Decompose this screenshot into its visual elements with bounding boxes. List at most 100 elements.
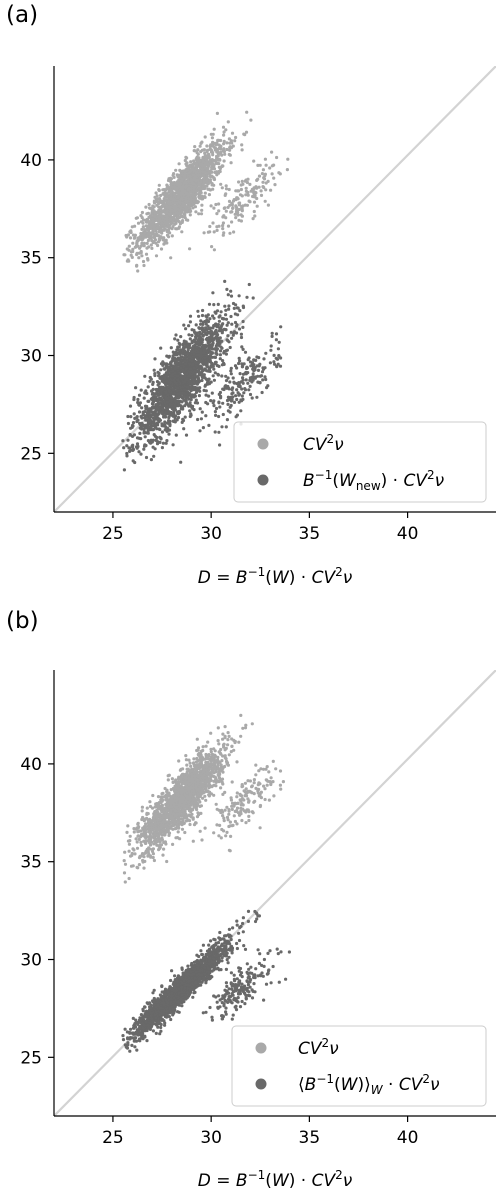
data-point-series-2 xyxy=(155,391,159,395)
data-point-series-2 xyxy=(164,382,168,387)
data-point-series-1 xyxy=(244,189,248,193)
data-point-series-2 xyxy=(224,317,229,321)
data-point-series-2 xyxy=(173,380,177,384)
data-point-series-1 xyxy=(146,238,150,243)
data-point-series-1 xyxy=(185,770,189,774)
data-point-series-2 xyxy=(236,306,240,310)
data-point-series-1 xyxy=(183,173,187,177)
data-point-series-2 xyxy=(149,425,153,429)
data-point-series-2 xyxy=(163,423,167,427)
data-point-series-2 xyxy=(160,446,164,450)
data-point-series-1 xyxy=(180,827,185,831)
data-point-series-2 xyxy=(136,400,140,405)
data-point-series-1 xyxy=(154,191,158,195)
data-point-series-2 xyxy=(160,379,164,383)
data-point-series-2 xyxy=(207,302,212,306)
data-point-series-1 xyxy=(172,175,176,179)
data-point-series-2 xyxy=(121,439,125,443)
data-point-series-2 xyxy=(154,438,158,442)
data-point-series-1 xyxy=(220,153,224,157)
data-point-series-2 xyxy=(214,360,218,364)
data-point-series-2 xyxy=(209,333,213,337)
data-point-series-2 xyxy=(154,395,158,399)
data-point-series-1 xyxy=(185,208,189,212)
data-point-series-1 xyxy=(244,130,249,134)
data-point-series-2 xyxy=(191,363,195,367)
y-tick-label: 40 xyxy=(20,151,42,171)
data-point-series-2 xyxy=(146,385,150,389)
legend-entry-series-2-a: B−1(Wnew) · CV2ν xyxy=(303,468,445,493)
data-point-series-1 xyxy=(173,194,177,198)
data-point-series-2 xyxy=(186,403,190,407)
data-point-series-1 xyxy=(195,737,199,741)
data-point-series-2 xyxy=(144,418,148,422)
data-point-series-1 xyxy=(168,207,172,211)
data-point-series-2 xyxy=(252,358,256,362)
data-point-series-1 xyxy=(212,127,216,131)
data-point-series-1 xyxy=(142,263,146,268)
data-point-series-2 xyxy=(166,426,170,430)
data-point-series-2 xyxy=(241,372,245,376)
data-point-series-2 xyxy=(148,379,152,383)
data-point-series-1 xyxy=(196,748,200,752)
data-point-series-1 xyxy=(157,188,161,192)
data-point-series-1 xyxy=(189,160,193,164)
data-point-series-1 xyxy=(188,247,192,251)
data-point-series-1 xyxy=(158,217,162,221)
data-point-series-2 xyxy=(198,332,202,336)
data-point-series-1 xyxy=(209,750,213,754)
data-point-series-1 xyxy=(203,135,207,139)
data-point-series-2 xyxy=(214,406,219,411)
data-point-series-1 xyxy=(146,234,151,239)
data-point-series-2 xyxy=(226,293,230,297)
data-point-series-2 xyxy=(167,369,171,373)
data-point-series-2 xyxy=(131,447,136,452)
data-point-series-2 xyxy=(251,375,255,379)
data-point-series-1 xyxy=(175,227,179,231)
data-point-series-1 xyxy=(196,173,200,177)
data-point-series-2 xyxy=(176,404,180,408)
data-point-series-2 xyxy=(153,357,157,361)
data-point-series-1 xyxy=(194,178,199,182)
data-point-series-1 xyxy=(134,837,138,841)
data-point-series-1 xyxy=(141,826,145,830)
data-point-series-2 xyxy=(167,419,171,423)
data-point-series-2 xyxy=(229,366,233,370)
data-point-series-2 xyxy=(177,411,181,415)
data-point-series-2 xyxy=(190,393,194,397)
data-point-series-2 xyxy=(149,410,154,414)
panel-label-b: (b) xyxy=(6,608,39,634)
data-point-series-2 xyxy=(154,414,159,418)
data-point-series-1 xyxy=(196,148,200,152)
data-point-series-1 xyxy=(200,194,204,198)
data-point-series-1 xyxy=(144,234,148,239)
data-point-series-1 xyxy=(148,206,152,210)
data-point-series-1 xyxy=(212,163,216,167)
data-point-series-1 xyxy=(156,222,160,226)
data-point-series-1 xyxy=(174,219,179,223)
data-point-series-2 xyxy=(215,309,220,313)
data-point-series-2 xyxy=(183,362,188,366)
data-point-series-1 xyxy=(153,236,157,240)
data-point-series-1 xyxy=(221,233,225,237)
data-point-series-1 xyxy=(262,177,267,181)
data-point-series-1 xyxy=(270,150,274,154)
data-point-series-2 xyxy=(218,314,222,318)
data-point-series-1 xyxy=(179,179,183,183)
data-point-series-2 xyxy=(167,396,171,400)
data-point-series-2 xyxy=(216,373,220,377)
data-point-series-1 xyxy=(164,216,168,220)
data-point-series-2 xyxy=(210,391,214,395)
data-point-series-1 xyxy=(168,217,173,221)
data-point-series-2 xyxy=(231,395,235,399)
data-point-series-2 xyxy=(221,401,225,405)
data-point-series-1 xyxy=(221,224,225,228)
data-point-series-1 xyxy=(205,174,209,178)
x-tick-label: 25 xyxy=(102,524,124,544)
data-point-series-1 xyxy=(142,866,146,870)
data-point-series-1 xyxy=(188,197,192,201)
data-point-series-2 xyxy=(205,362,209,366)
data-point-series-2 xyxy=(139,414,143,419)
data-point-series-2 xyxy=(182,349,186,353)
data-point-series-1 xyxy=(226,120,230,124)
